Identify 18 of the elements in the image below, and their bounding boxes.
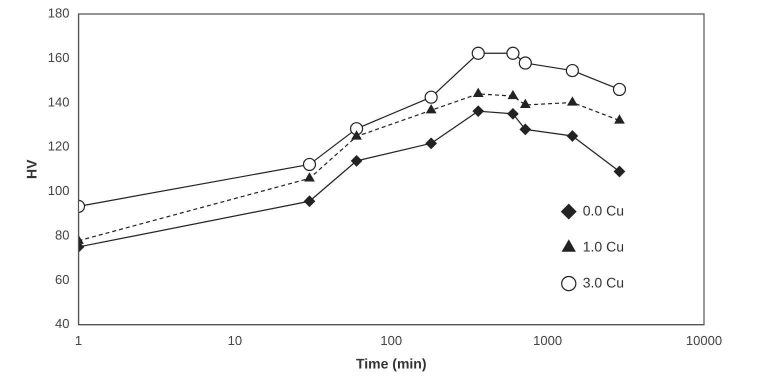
legend-label: 0.0 Cu: [582, 202, 624, 218]
y-tick-label: 120: [48, 138, 70, 154]
y-axis-title: HV: [23, 158, 40, 180]
y-tick-label: 160: [48, 50, 70, 65]
y-tick-label: 140: [48, 94, 70, 110]
y-tick-label: 40: [55, 316, 70, 332]
x-axis-title: Time (min): [356, 355, 427, 372]
y-tick-label: 180: [48, 6, 70, 21]
legend-label: 1.0 Cu: [582, 238, 624, 254]
y-tick-label: 100: [48, 183, 70, 198]
x-tick-label: 10: [228, 332, 242, 348]
x-tick-label: 100: [380, 332, 402, 348]
legend-label: 3.0 Cu: [582, 274, 624, 290]
x-tick-label: 1: [74, 332, 82, 348]
y-tick-label: 80: [55, 227, 70, 242]
x-tick-label: 10000: [686, 332, 722, 348]
x-tick-label: 1000: [533, 332, 562, 348]
y-tick-label: 60: [55, 272, 70, 287]
